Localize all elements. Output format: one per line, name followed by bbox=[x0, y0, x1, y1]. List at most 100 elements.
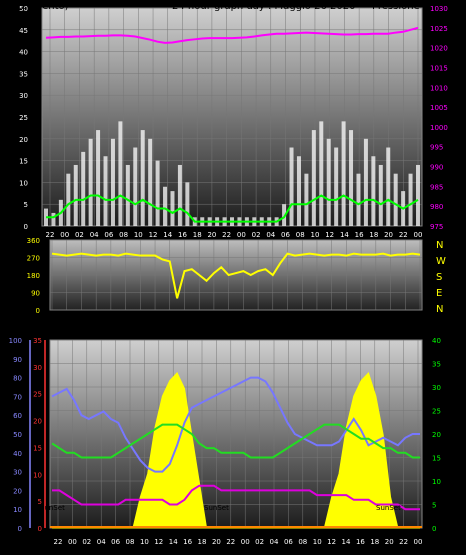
rain-tick-label: 0 bbox=[38, 525, 42, 533]
direction-tick-label: 0 bbox=[36, 307, 40, 315]
wind-tick-label: 35 bbox=[19, 70, 28, 78]
temp-x-tick-label: 04 bbox=[270, 538, 279, 546]
humidity-line bbox=[51, 376, 420, 473]
humidity-tick-label: 0 bbox=[18, 525, 22, 533]
pressure-tick-label: 1005 bbox=[430, 104, 448, 112]
pressure-tick-label: 995 bbox=[430, 144, 443, 152]
temp-x-tick-label: 16 bbox=[356, 538, 365, 546]
compass-label: E bbox=[436, 288, 442, 299]
gust-bar bbox=[163, 186, 168, 226]
temp-x-tick-label: 18 bbox=[370, 538, 379, 546]
wind-tick-label: 30 bbox=[19, 92, 28, 100]
wind-tick-label: 25 bbox=[19, 114, 28, 122]
wind-x-tick-label: 00 bbox=[60, 231, 69, 239]
direction-tick-label: 270 bbox=[27, 255, 40, 263]
gust-bar bbox=[51, 212, 56, 226]
wind-x-tick-label: 16 bbox=[178, 231, 187, 239]
wind-tick-label: 45 bbox=[19, 27, 28, 35]
temp-x-tick-label: 02 bbox=[82, 538, 91, 546]
rain-tick-label: 25 bbox=[33, 391, 42, 399]
gust-bar bbox=[66, 173, 71, 226]
sunset-label-1: SunSet bbox=[40, 504, 65, 512]
gust-bar bbox=[148, 138, 153, 226]
temp-tick-label: 35 bbox=[432, 361, 441, 369]
temp-x-tick-label: 16 bbox=[183, 538, 192, 546]
wind-panel-axes: 0510152025303540455097598098599099510001… bbox=[19, 5, 448, 239]
direction-panel-grid bbox=[50, 239, 422, 311]
direction-panel-series bbox=[51, 252, 421, 299]
direction-tick-label: 360 bbox=[27, 237, 40, 245]
pressure-tick-label: 1020 bbox=[430, 45, 448, 53]
rain-tick-label: 15 bbox=[33, 444, 42, 452]
gust-bar bbox=[118, 121, 123, 226]
humidity-tick-label: 30 bbox=[13, 469, 22, 477]
temp-x-tick-label: 22 bbox=[54, 538, 63, 546]
wind-x-tick-label: 22 bbox=[46, 231, 55, 239]
gust-bar bbox=[103, 156, 108, 226]
pressure-tick-label: 1025 bbox=[430, 25, 448, 33]
rain-tick-label: 30 bbox=[33, 364, 42, 372]
temp-x-tick-label: 02 bbox=[255, 538, 264, 546]
wind-panel-series bbox=[44, 26, 420, 226]
gust-bar bbox=[125, 164, 130, 226]
gust-bar bbox=[296, 156, 301, 226]
compass-label: W bbox=[436, 256, 446, 267]
gust-bar bbox=[386, 147, 391, 226]
humidity-tick-label: 90 bbox=[13, 356, 22, 364]
temp-x-tick-label: 18 bbox=[198, 538, 207, 546]
pressure-tick-label: 1030 bbox=[430, 5, 448, 13]
gust-bar bbox=[356, 173, 361, 226]
gust-bar bbox=[319, 121, 324, 226]
humidity-tick-label: 70 bbox=[13, 393, 22, 401]
gust-bar bbox=[371, 156, 376, 226]
pressure-tick-label: 1000 bbox=[430, 124, 448, 132]
rain-tick-label: 10 bbox=[33, 471, 42, 479]
wind-tick-label: 15 bbox=[19, 158, 28, 166]
wind-x-tick-label: 12 bbox=[325, 231, 334, 239]
gust-bar bbox=[341, 121, 346, 226]
sunset-label-2: SunSet bbox=[204, 504, 229, 512]
temp-x-tick-label: 14 bbox=[342, 538, 351, 546]
temp-tick-label: 20 bbox=[432, 431, 441, 439]
wind-x-tick-label: 14 bbox=[340, 231, 349, 239]
gust-bar bbox=[282, 204, 287, 226]
temperature-panel-series bbox=[50, 371, 422, 529]
gust-bar bbox=[393, 173, 398, 226]
wind-x-tick-label: 00 bbox=[414, 231, 423, 239]
gust-bar bbox=[408, 173, 413, 226]
gust-bar bbox=[349, 130, 354, 226]
gust-bar bbox=[88, 138, 93, 226]
gust-bar bbox=[304, 173, 309, 226]
direction-tick-label: 90 bbox=[31, 290, 40, 298]
temp-x-tick-label: 12 bbox=[154, 538, 163, 546]
pressure-axis-label: Pressione bbox=[372, 1, 420, 12]
wind-tick-label: 40 bbox=[19, 49, 28, 57]
direction-tick-label: 180 bbox=[27, 272, 40, 280]
temp-tick-label: 30 bbox=[432, 384, 441, 392]
pressure-tick-label: 1010 bbox=[430, 84, 448, 92]
temp-x-tick-label: 08 bbox=[126, 538, 135, 546]
gust-bar bbox=[177, 164, 182, 226]
wind-axis-label: Forza vento) bbox=[6, 1, 69, 12]
gust-bar bbox=[170, 191, 175, 226]
wind-x-tick-label: 20 bbox=[207, 231, 216, 239]
humidity-tick-label: 60 bbox=[13, 412, 22, 420]
temp-x-tick-label: 00 bbox=[414, 538, 423, 546]
dewpoint-label: Dew Point (°C) bbox=[392, 322, 465, 333]
gust-bar bbox=[73, 164, 78, 226]
rain-tick-label: 20 bbox=[33, 418, 42, 426]
wind-tick-label: 5 bbox=[24, 201, 28, 209]
wind-x-tick-label: 16 bbox=[355, 231, 364, 239]
temp-x-tick-label: 06 bbox=[111, 538, 120, 546]
pressure-tick-label: 985 bbox=[430, 183, 443, 191]
wind-tick-label: 50 bbox=[19, 5, 28, 13]
wind-x-tick-label: 02 bbox=[75, 231, 84, 239]
dewpoint-line bbox=[52, 484, 420, 511]
temp-x-tick-label: 10 bbox=[313, 538, 322, 546]
temp-x-tick-label: 06 bbox=[284, 538, 293, 546]
temp-tick-label: 5 bbox=[432, 502, 436, 510]
wind-x-tick-label: 02 bbox=[252, 231, 261, 239]
wind-x-tick-label: 12 bbox=[149, 231, 158, 239]
rain-label: Pioggia bbox=[2, 322, 38, 333]
